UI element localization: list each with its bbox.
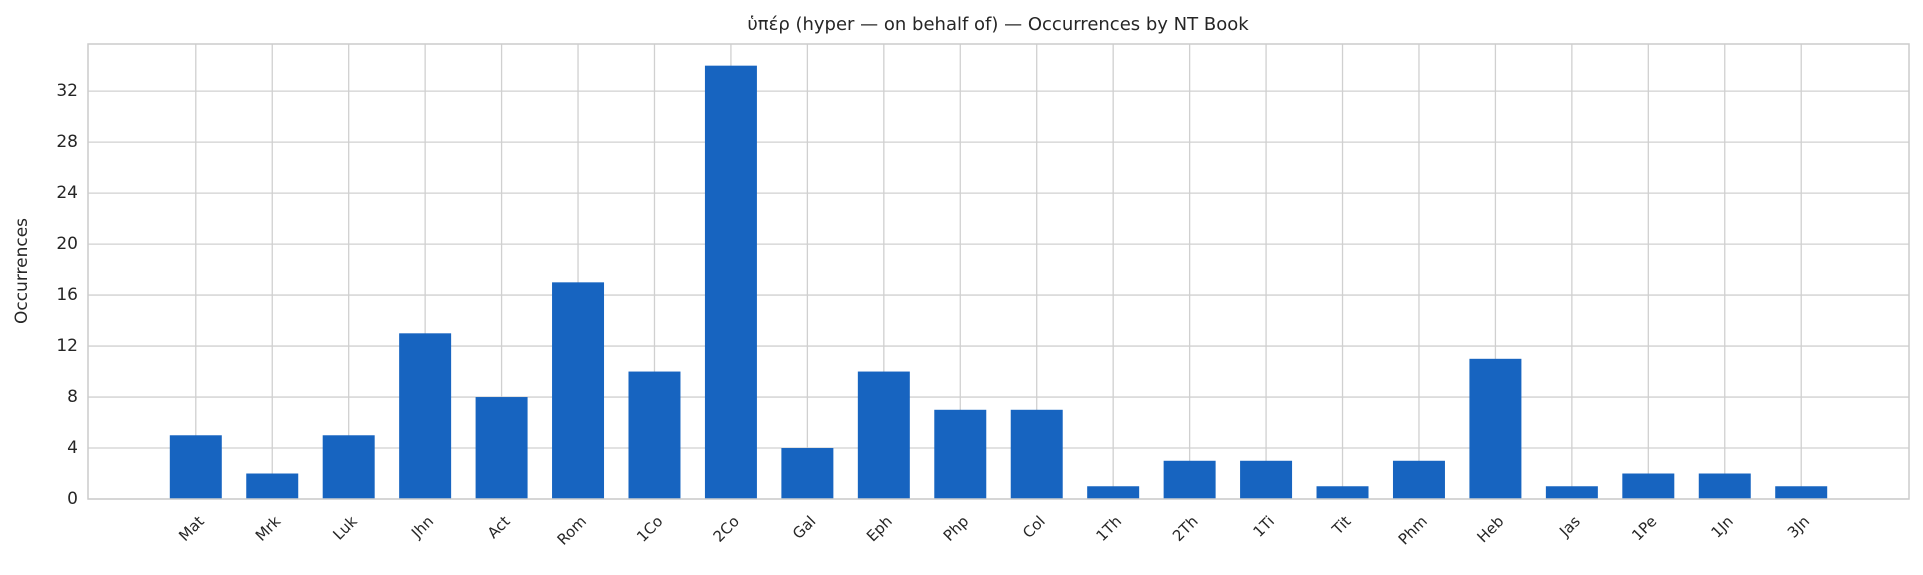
bar [552, 282, 605, 499]
bar [1010, 409, 1063, 499]
x-tick-label: Eph [863, 512, 896, 545]
bar [781, 448, 834, 499]
x-tick-label: 1Jn [1707, 512, 1736, 541]
y-tick-label: 16 [56, 285, 78, 305]
x-tick-label: Luk [329, 512, 361, 544]
x-tick-label: 1Co [633, 512, 666, 545]
x-tick-label: 1Pe [1628, 512, 1660, 544]
x-tick-label: 2Co [710, 512, 743, 545]
y-tick-label: 8 [67, 387, 78, 407]
bar [1469, 358, 1522, 499]
bar [704, 65, 757, 500]
x-tick-label: 3Jn [1784, 512, 1813, 541]
bar [1775, 486, 1828, 499]
bar [1545, 486, 1598, 499]
x-tick-label: Php [940, 512, 973, 545]
x-tick-label: Col [1019, 512, 1049, 542]
bar [399, 333, 452, 499]
x-tick-label: Jhn [407, 512, 437, 542]
y-tick-label: 12 [56, 336, 78, 356]
x-tick-label: Tit [1328, 512, 1355, 539]
bar [322, 435, 375, 499]
x-tick-label: Heb [1473, 512, 1507, 546]
y-tick-label: 24 [56, 183, 78, 203]
y-tick-label: 0 [67, 489, 78, 509]
bar [1392, 460, 1445, 499]
x-tick-label: 2Th [1169, 512, 1202, 545]
x-tick-label: Phm [1395, 512, 1431, 548]
x-tick-label: Rom [554, 512, 590, 548]
bar [1163, 460, 1216, 499]
bar [169, 435, 222, 499]
bar [1698, 473, 1751, 499]
x-tick-label: Gal [789, 512, 819, 542]
chart-title: ὑπέρ (hyper — on behalf of) — Occurrence… [747, 14, 1249, 35]
bar [246, 473, 299, 499]
bar [1087, 486, 1140, 499]
x-tick-label: Mat [175, 512, 208, 545]
bar [475, 397, 528, 499]
bar [628, 371, 681, 499]
x-tick-label: Jas [1555, 512, 1584, 541]
bar [1240, 460, 1293, 499]
y-tick-label: 20 [56, 234, 78, 254]
x-tick-label: 1Th [1093, 512, 1126, 545]
x-tick-label: 1Ti [1249, 512, 1278, 541]
y-axis-label: Occurrences [12, 218, 32, 324]
x-tick-label: Act [484, 512, 514, 542]
y-tick-label: 32 [56, 81, 78, 101]
bar [1622, 473, 1675, 499]
bar [1316, 486, 1369, 499]
plot-frame [87, 43, 1910, 500]
y-tick-label: 28 [56, 132, 78, 152]
x-tick-label: Mrk [252, 512, 285, 545]
y-tick-label: 4 [67, 438, 78, 458]
bar [934, 409, 987, 499]
bar [857, 371, 910, 499]
